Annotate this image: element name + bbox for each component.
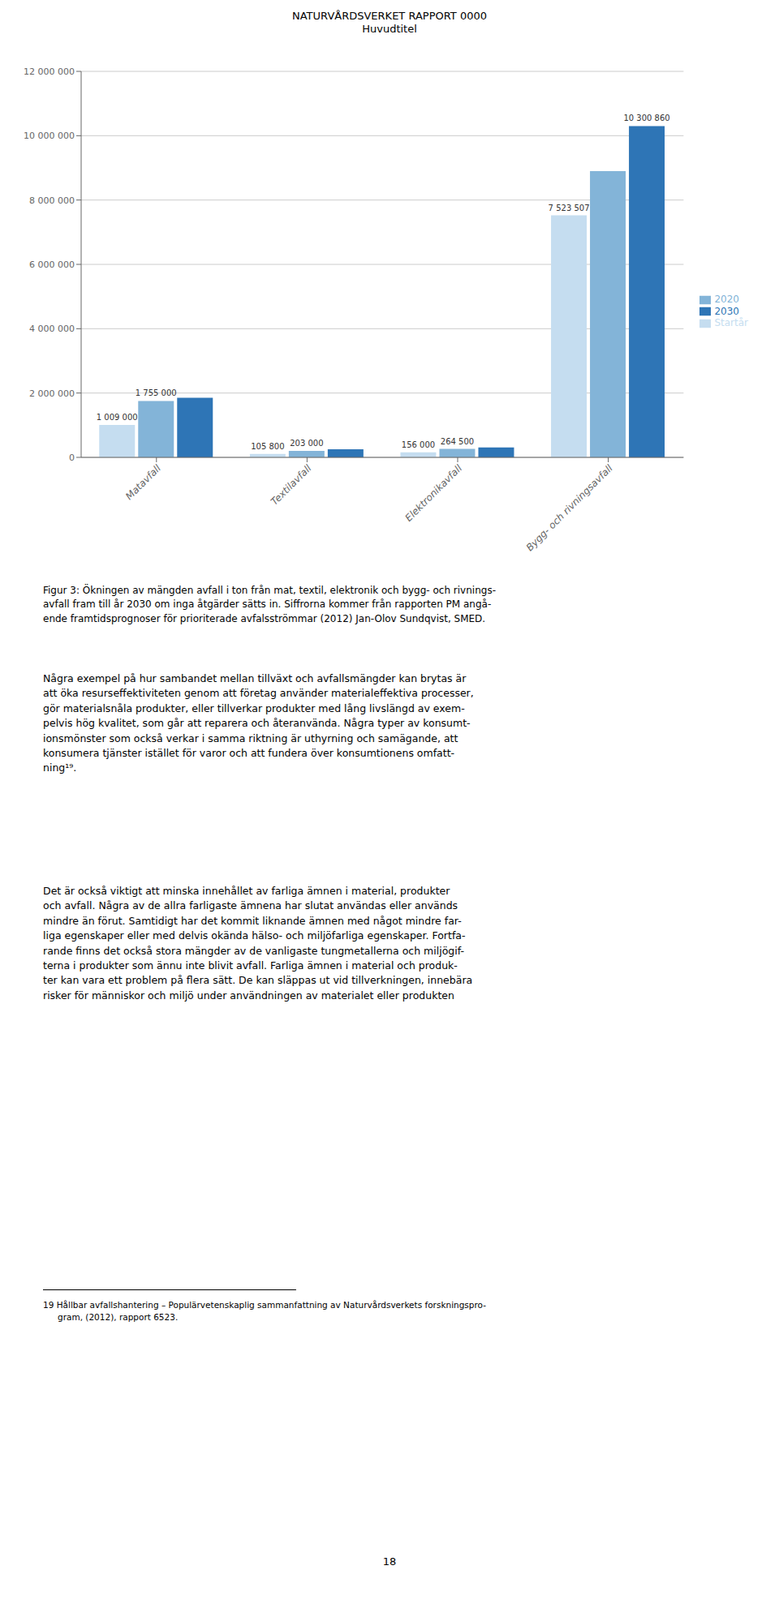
html-text:avfall fram till år 2030 om in: avfall fram till år 2030 om inga åtgärde… [43,599,492,611]
svg-text:4 000 000: 4 000 000 [29,323,75,335]
html-text:18: 18 [382,1556,397,1569]
html-text:konsumera tjänster istället fö: konsumera tjänster istället för varor oc… [43,747,455,760]
svg-text:12 000 000: 12 000 000 [23,66,75,78]
svg-text:156 000: 156 000 [401,440,435,450]
svg-text:1 009 000: 1 009 000 [96,413,138,422]
svg-text:8 000 000: 8 000 000 [29,195,75,207]
html-text:gör materialsnåla produkter, e: gör materialsnåla produkter, eller tillv… [43,702,465,715]
svg-text:Elektronikavfall: Elektronikavfall [403,462,465,525]
svg-text:264 500: 264 500 [440,437,474,447]
svg-text:Matavfall: Matavfall [123,462,164,503]
html-text:mindre än förut. Samtidigt har: mindre än förut. Samtidigt har det kommi… [43,915,462,928]
svg-text:0: 0 [68,452,75,464]
html-text:2020: 2020 [714,293,740,306]
html-text:Några exempel på hur sambandet: Några exempel på hur sambandet mellan ti… [43,672,467,685]
html-text:terna i produkter som ännu int: terna i produkter som ännu inte blivit a… [43,959,458,973]
html-text:ter kan vara ett problem på fl: ter kan vara ett problem på flera sätt. … [43,974,473,987]
svg-text:105 800: 105 800 [250,442,285,452]
html-text:NATURVÅRDSVERKET RAPPORT 0000: NATURVÅRDSVERKET RAPPORT 0000 [292,9,487,22]
html-text:Huvudtitel: Huvudtitel [362,22,417,35]
svg-text:Bygg- och rivningsavfall: Bygg- och rivningsavfall [524,462,616,555]
svg-text:Textilavfall: Textilavfall [268,462,315,508]
svg-text:2 000 000: 2 000 000 [29,388,75,400]
html-text:19 Hållbar avfallshantering –: 19 Hållbar avfallshantering – Populärvet… [43,1300,487,1311]
svg-text:10 000 000: 10 000 000 [23,130,75,142]
html-text:Startår: Startår [714,317,749,329]
svg-text:10 300 860: 10 300 860 [623,113,670,123]
html-text:2030: 2030 [714,305,740,318]
svg-text:1 755 000: 1 755 000 [135,388,177,398]
svg-text:6 000 000: 6 000 000 [29,259,75,271]
html-text:gram, (2012), rapport 6523.: gram, (2012), rapport 6523. [57,1313,178,1323]
html-text:Figur 3: Ökningen av mängden a: Figur 3: Ökningen av mängden avfall i to… [43,585,496,597]
svg-text:203 000: 203 000 [289,438,323,448]
html-text:ionsmönster som också verkar i: ionsmönster som också verkar i samma rik… [43,732,458,745]
svg-text:7 523 507: 7 523 507 [548,203,590,213]
html-text:rande finns det också stora mä: rande finns det också stora mängder av d… [43,944,465,958]
html-text:att öka resurseffektiviteten g: att öka resurseffektiviteten genom att f… [43,687,474,700]
html-text:ende framtidsprognoser för pri: ende framtidsprognoser för prioriterade … [43,613,486,625]
html-text:liga egenskaper eller med delv: liga egenskaper eller med delvis okända … [43,930,466,943]
html-text:och avfall. Några av de allra: och avfall. Några av de allra farligaste… [43,900,458,913]
html-text:risker för människor och miljö: risker för människor och miljö under anv… [43,989,455,1002]
html-text:pelvis hög kvalitet, som går a: pelvis hög kvalitet, som går att reparer… [43,717,471,730]
html-text:ning¹⁹.: ning¹⁹. [43,762,77,775]
html-text:Det är också viktigt att minsk: Det är också viktigt att minska innehåll… [43,885,450,898]
